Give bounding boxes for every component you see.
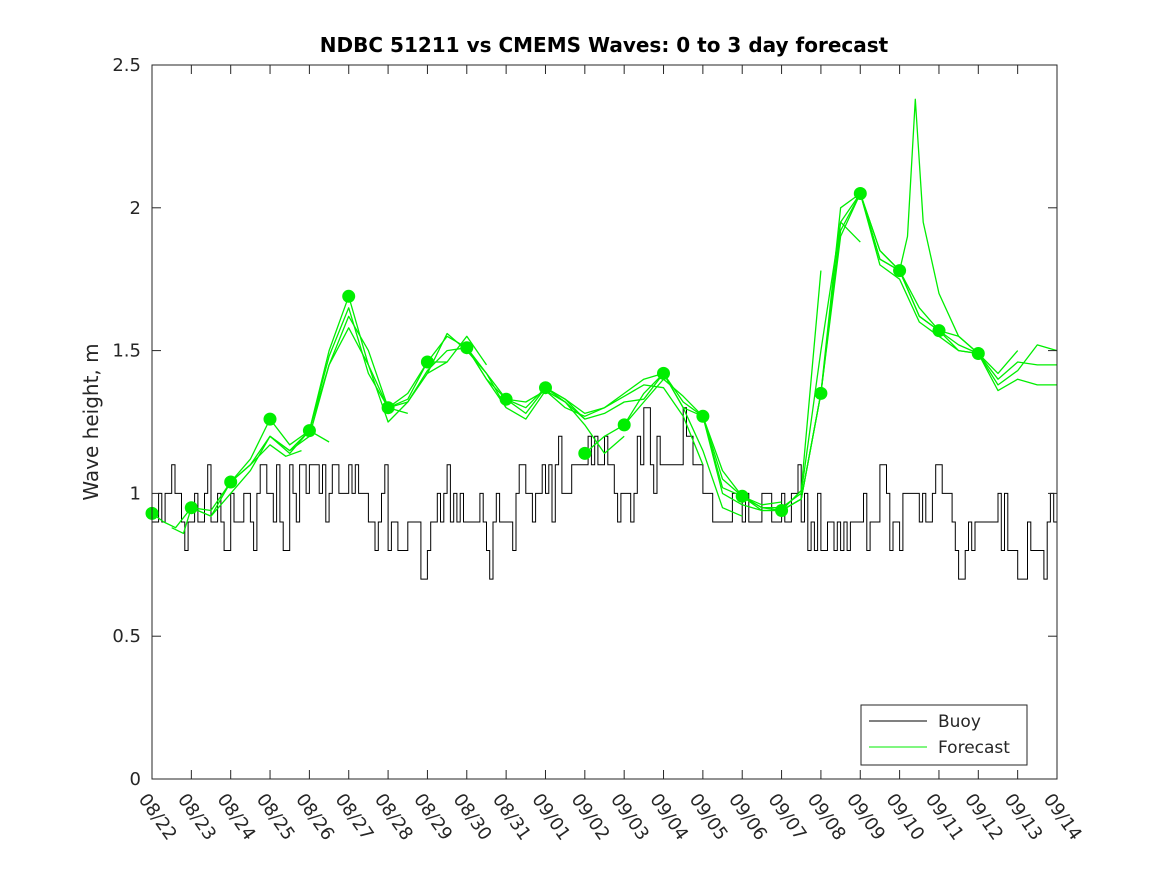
y-tick-label: 2.5 bbox=[112, 55, 141, 76]
series-layer bbox=[145, 98, 1058, 580]
forecast-initial-point bbox=[696, 409, 710, 423]
y-tick-label: 0.5 bbox=[112, 626, 141, 647]
forecast-initial-point bbox=[342, 289, 356, 303]
forecast-run-line-2 bbox=[191, 295, 408, 517]
forecast-run-line-16 bbox=[781, 192, 979, 512]
forecast-run-line-10 bbox=[545, 372, 743, 517]
chart-title: NDBC 51211 vs CMEMS Waves: 0 to 3 day fo… bbox=[320, 33, 889, 57]
forecast-run-line-20 bbox=[938, 330, 1057, 380]
forecast-initial-point bbox=[932, 324, 946, 338]
axes-box bbox=[151, 64, 1058, 780]
forecast-run-line-18 bbox=[859, 193, 1058, 386]
forecast-initial-point bbox=[420, 355, 434, 369]
y-ticks: 0 0.5 1 1.5 2 2.5 bbox=[112, 55, 1057, 790]
forecast-initial-point bbox=[381, 401, 395, 415]
buoy-series-line bbox=[152, 407, 1058, 580]
forecast-run-line-7 bbox=[426, 332, 625, 455]
forecast-run-line-12 bbox=[623, 270, 822, 512]
forecast-initial-point bbox=[539, 381, 552, 395]
y-tick-label: 1.5 bbox=[112, 341, 141, 362]
forecast-initial-point bbox=[735, 489, 749, 503]
forecast-initial-point bbox=[971, 347, 985, 360]
forecast-initial-point bbox=[775, 504, 789, 517]
forecast-initial-point bbox=[853, 187, 867, 200]
forecast-run-line-11 bbox=[584, 372, 782, 506]
forecast-initial-point bbox=[499, 392, 513, 406]
plot-area bbox=[152, 65, 1057, 779]
forecast-run-line-1 bbox=[171, 429, 330, 535]
legend: Buoy Forecast bbox=[860, 704, 1028, 766]
y-tick-label: 0 bbox=[130, 769, 141, 790]
y-tick-label: 1 bbox=[130, 483, 141, 504]
forecast-initial-point bbox=[578, 446, 592, 460]
forecast-initial-point bbox=[617, 418, 631, 432]
forecast-run-line-0 bbox=[151, 444, 302, 529]
forecast-initial-point bbox=[657, 366, 670, 380]
legend-forecast-label: Forecast bbox=[938, 738, 1010, 758]
y-tick-label: 2 bbox=[130, 198, 141, 219]
forecast-run-line-6 bbox=[387, 335, 586, 420]
legend-box bbox=[860, 704, 1028, 766]
legend-buoy-label: Buoy bbox=[938, 712, 981, 732]
forecast-initial-point bbox=[224, 475, 238, 489]
forecast-initial-point bbox=[814, 386, 828, 400]
forecast-initial-point bbox=[460, 341, 474, 355]
y-axis-label: Wave height, m bbox=[79, 343, 103, 500]
forecast-initial-point bbox=[263, 412, 277, 426]
forecast-initial-point bbox=[184, 501, 198, 515]
forecast-initial-point bbox=[302, 424, 316, 438]
forecast-initial-point bbox=[893, 264, 907, 278]
